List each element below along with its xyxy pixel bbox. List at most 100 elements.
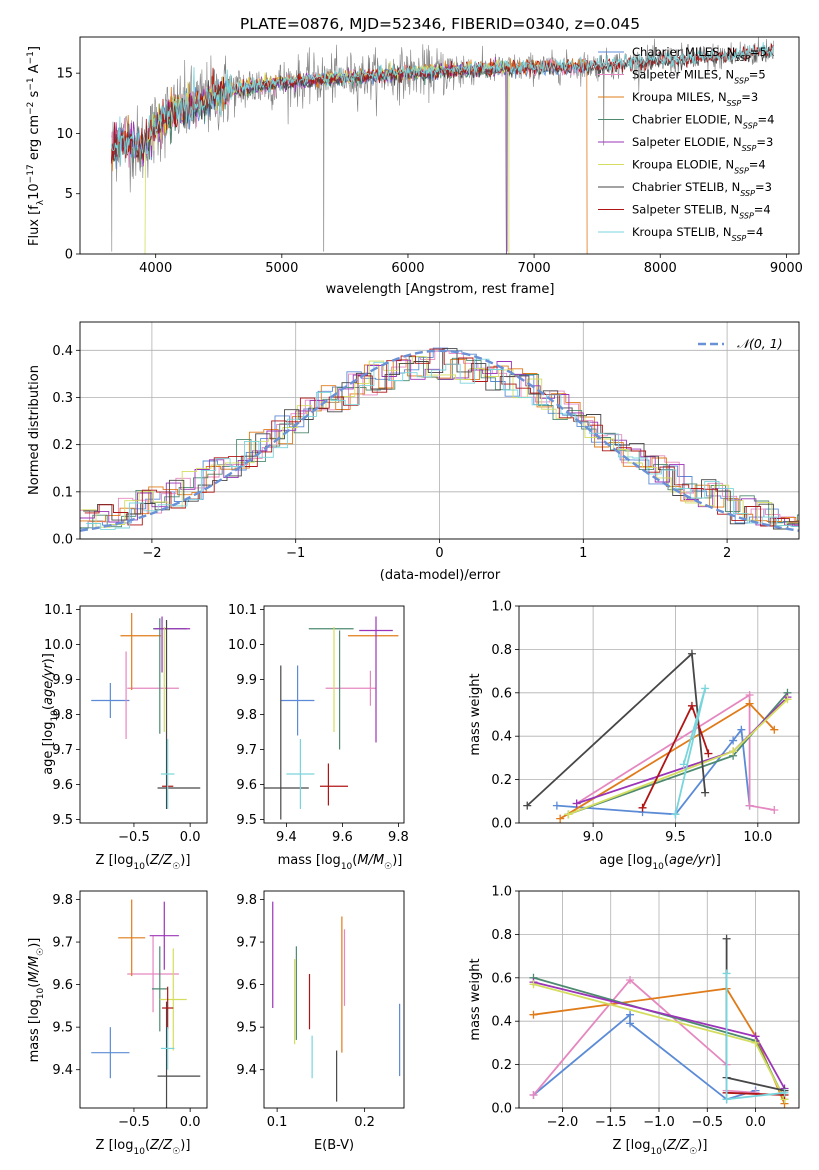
- y-tick-label: 0.0: [52, 533, 73, 548]
- x-tick-label: −0.5: [118, 1115, 150, 1130]
- weight-marker-kroupa_elodie: [529, 980, 538, 989]
- weight-line-chabrier_stelib: [526, 651, 706, 807]
- weight-marker-salpeter_stelib: [638, 803, 647, 812]
- x-tick-label: 0.2: [354, 1115, 375, 1130]
- weight-marker-kroupa_stelib: [722, 1095, 731, 1104]
- weight-marker-kroupa_elodie: [751, 1038, 760, 1047]
- x-tick-label: 0.0: [745, 1115, 766, 1130]
- x-tick-label: −2: [142, 546, 161, 561]
- weight-line-kroupa_elodie: [568, 698, 789, 816]
- panel-residuals: −2 −1 0 1 2 0.0 0.1 0.2 0.3 0.4 (data-model)/error…: [27, 321, 800, 583]
- x-tick-label: 0.1: [267, 1115, 288, 1130]
- weight-marker-kroupa_miles: [529, 1010, 538, 1019]
- x-tick-label: 8000: [644, 261, 677, 276]
- legend-entry: Kroupa ELODIE, NSSP=4: [632, 158, 766, 176]
- y-tick-label: 0: [65, 248, 73, 263]
- y-tick-label: 0.6: [491, 686, 512, 701]
- plot-area: [91, 899, 201, 1108]
- legend-entry: Kroupa STELIB, NSSP=4: [632, 225, 763, 243]
- y-tick-label: 0.2: [52, 438, 73, 453]
- y-tick-label: 9.6: [52, 778, 73, 793]
- weight-line-chabrier_miles: [556, 727, 751, 816]
- y-tick-label: 0.0: [491, 1102, 512, 1117]
- y-axis-label: Flux [fλ10−17 erg cm−2 s−1 A−1]: [26, 46, 46, 246]
- y-axis-label: age [log10(age/yr)]: [41, 653, 60, 775]
- x-tick-label: 9000: [770, 261, 803, 276]
- axes-frame: [518, 605, 800, 824]
- figure-title: PLATE=0876, MJD=52346, FIBERID=0340, z=0…: [240, 15, 640, 33]
- x-axis-label: wavelength [Angstrom, rest frame]: [326, 282, 555, 297]
- y-tick-label: 10: [56, 127, 73, 142]
- axes-frame: [263, 605, 405, 824]
- panel-spectrum: 4000 5000 6000 7000 8000 9000 0 5 10 15 wavelength…: [26, 36, 803, 297]
- x-tick-label: −0.5: [118, 830, 150, 845]
- legend-entry: Chabrier STELIB, NSSP=3: [632, 180, 772, 198]
- y-tick-label: 0.4: [491, 730, 512, 745]
- plot-area: [111, 37, 775, 254]
- weight-marker-kroupa_stelib: [780, 1088, 789, 1097]
- weight-marker-chabrier_miles: [626, 1019, 635, 1028]
- histogram-chabrier_stelib: [83, 348, 799, 530]
- y-tick-label: 9.5: [236, 1021, 257, 1036]
- x-tick-label: 6000: [391, 261, 424, 276]
- y-axis-label: mass weight: [468, 673, 483, 755]
- y-tick-label: 10.0: [228, 638, 257, 653]
- y-tick-label: 0.8: [491, 643, 512, 658]
- x-axis-label: (data-model)/error: [380, 568, 501, 583]
- x-tick-label: 9.4: [276, 830, 297, 845]
- legend-entry: 𝒩(0, 1): [737, 336, 783, 351]
- weight-marker-kroupa_elodie: [564, 810, 573, 819]
- weight-line-salpeter_miles: [576, 693, 775, 811]
- weight-marker-salpeter_stelib: [687, 701, 696, 710]
- histogram-salpeter_stelib: [84, 348, 799, 527]
- y-tick-label: 9.7: [236, 743, 257, 758]
- spectrum-spike: [506, 68, 508, 252]
- weight-marker-chabrier_miles: [626, 1010, 635, 1019]
- y-axis-label: mass weight: [468, 958, 483, 1040]
- axes-frame: [263, 890, 405, 1109]
- x-tick-label: 2: [723, 546, 731, 561]
- y-tick-label: 9.5: [52, 813, 73, 828]
- spectrum-model-kroupa_stelib: [111, 42, 775, 166]
- spectrum-spike: [603, 64, 605, 146]
- histogram-kroupa_miles: [80, 358, 799, 522]
- weight-marker-kroupa_miles: [556, 814, 565, 823]
- x-tick-label: 4000: [139, 261, 172, 276]
- y-tick-label: 9.7: [52, 936, 73, 951]
- y-tick-label: 9.6: [52, 978, 73, 993]
- y-axis-label: mass [log10(M/M☉)]: [27, 938, 46, 1063]
- legend-entry: Chabrier ELODIE, NSSP=4: [632, 113, 774, 131]
- plot-area: [80, 322, 799, 539]
- x-tick-label: −1.5: [595, 1115, 627, 1130]
- x-tick-label: 0: [435, 546, 443, 561]
- x-tick-label: 9.0: [583, 830, 604, 845]
- weight-marker-kroupa_stelib: [671, 810, 680, 819]
- y-tick-label: 0.0: [491, 817, 512, 832]
- plot-area: [264, 616, 399, 820]
- axes-frame: [79, 890, 208, 1109]
- x-tick-label: −0.5: [691, 1115, 723, 1130]
- y-tick-label: 0.1: [52, 485, 73, 500]
- x-axis-label: Z [log10(Z/Z☉)]: [96, 853, 191, 872]
- weight-marker-kroupa_elodie: [783, 695, 792, 704]
- x-tick-label: −2.0: [547, 1115, 579, 1130]
- y-tick-label: 9.4: [236, 1063, 257, 1078]
- x-axis-label: age [log10(age/yr)]: [599, 853, 721, 872]
- y-tick-label: 1.0: [491, 600, 512, 615]
- weight-marker-salpeter_miles: [626, 975, 635, 984]
- weight-marker-salpeter_stelib: [704, 749, 713, 758]
- spectrum-model-kroupa_miles: [111, 58, 588, 254]
- legend-entry: Salpeter STELIB, NSSP=4: [632, 203, 771, 221]
- x-tick-label: 1: [579, 546, 587, 561]
- weight-marker-kroupa_stelib: [679, 760, 688, 769]
- y-tick-label: 0.8: [491, 928, 512, 943]
- y-tick-label: 9.9: [236, 673, 257, 688]
- x-axis-label: mass [log10(M/M☉)]: [278, 853, 403, 872]
- weight-marker-kroupa_stelib: [701, 684, 710, 693]
- weight-marker-chabrier_stelib: [523, 801, 532, 810]
- x-tick-label: 9.6: [332, 830, 353, 845]
- x-tick-label: 0.0: [180, 1115, 201, 1130]
- histogram-salpeter_elodie: [80, 359, 799, 526]
- y-tick-label: 10.1: [44, 603, 73, 618]
